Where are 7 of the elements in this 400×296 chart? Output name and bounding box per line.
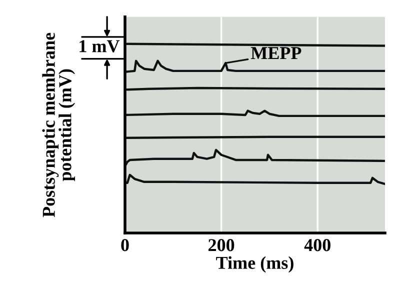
annotation: MEPP bbox=[250, 47, 302, 60]
x-tick-label: 0 bbox=[121, 239, 129, 252]
x-tick-label: 400 bbox=[304, 239, 330, 252]
y-axis-title: Postsynaptic membrane potential (mV) bbox=[42, 32, 75, 218]
x-tick-label: 200 bbox=[208, 239, 234, 252]
text: 1 mV bbox=[80, 40, 120, 52]
x-axis-title: Time (ms) bbox=[216, 256, 294, 273]
